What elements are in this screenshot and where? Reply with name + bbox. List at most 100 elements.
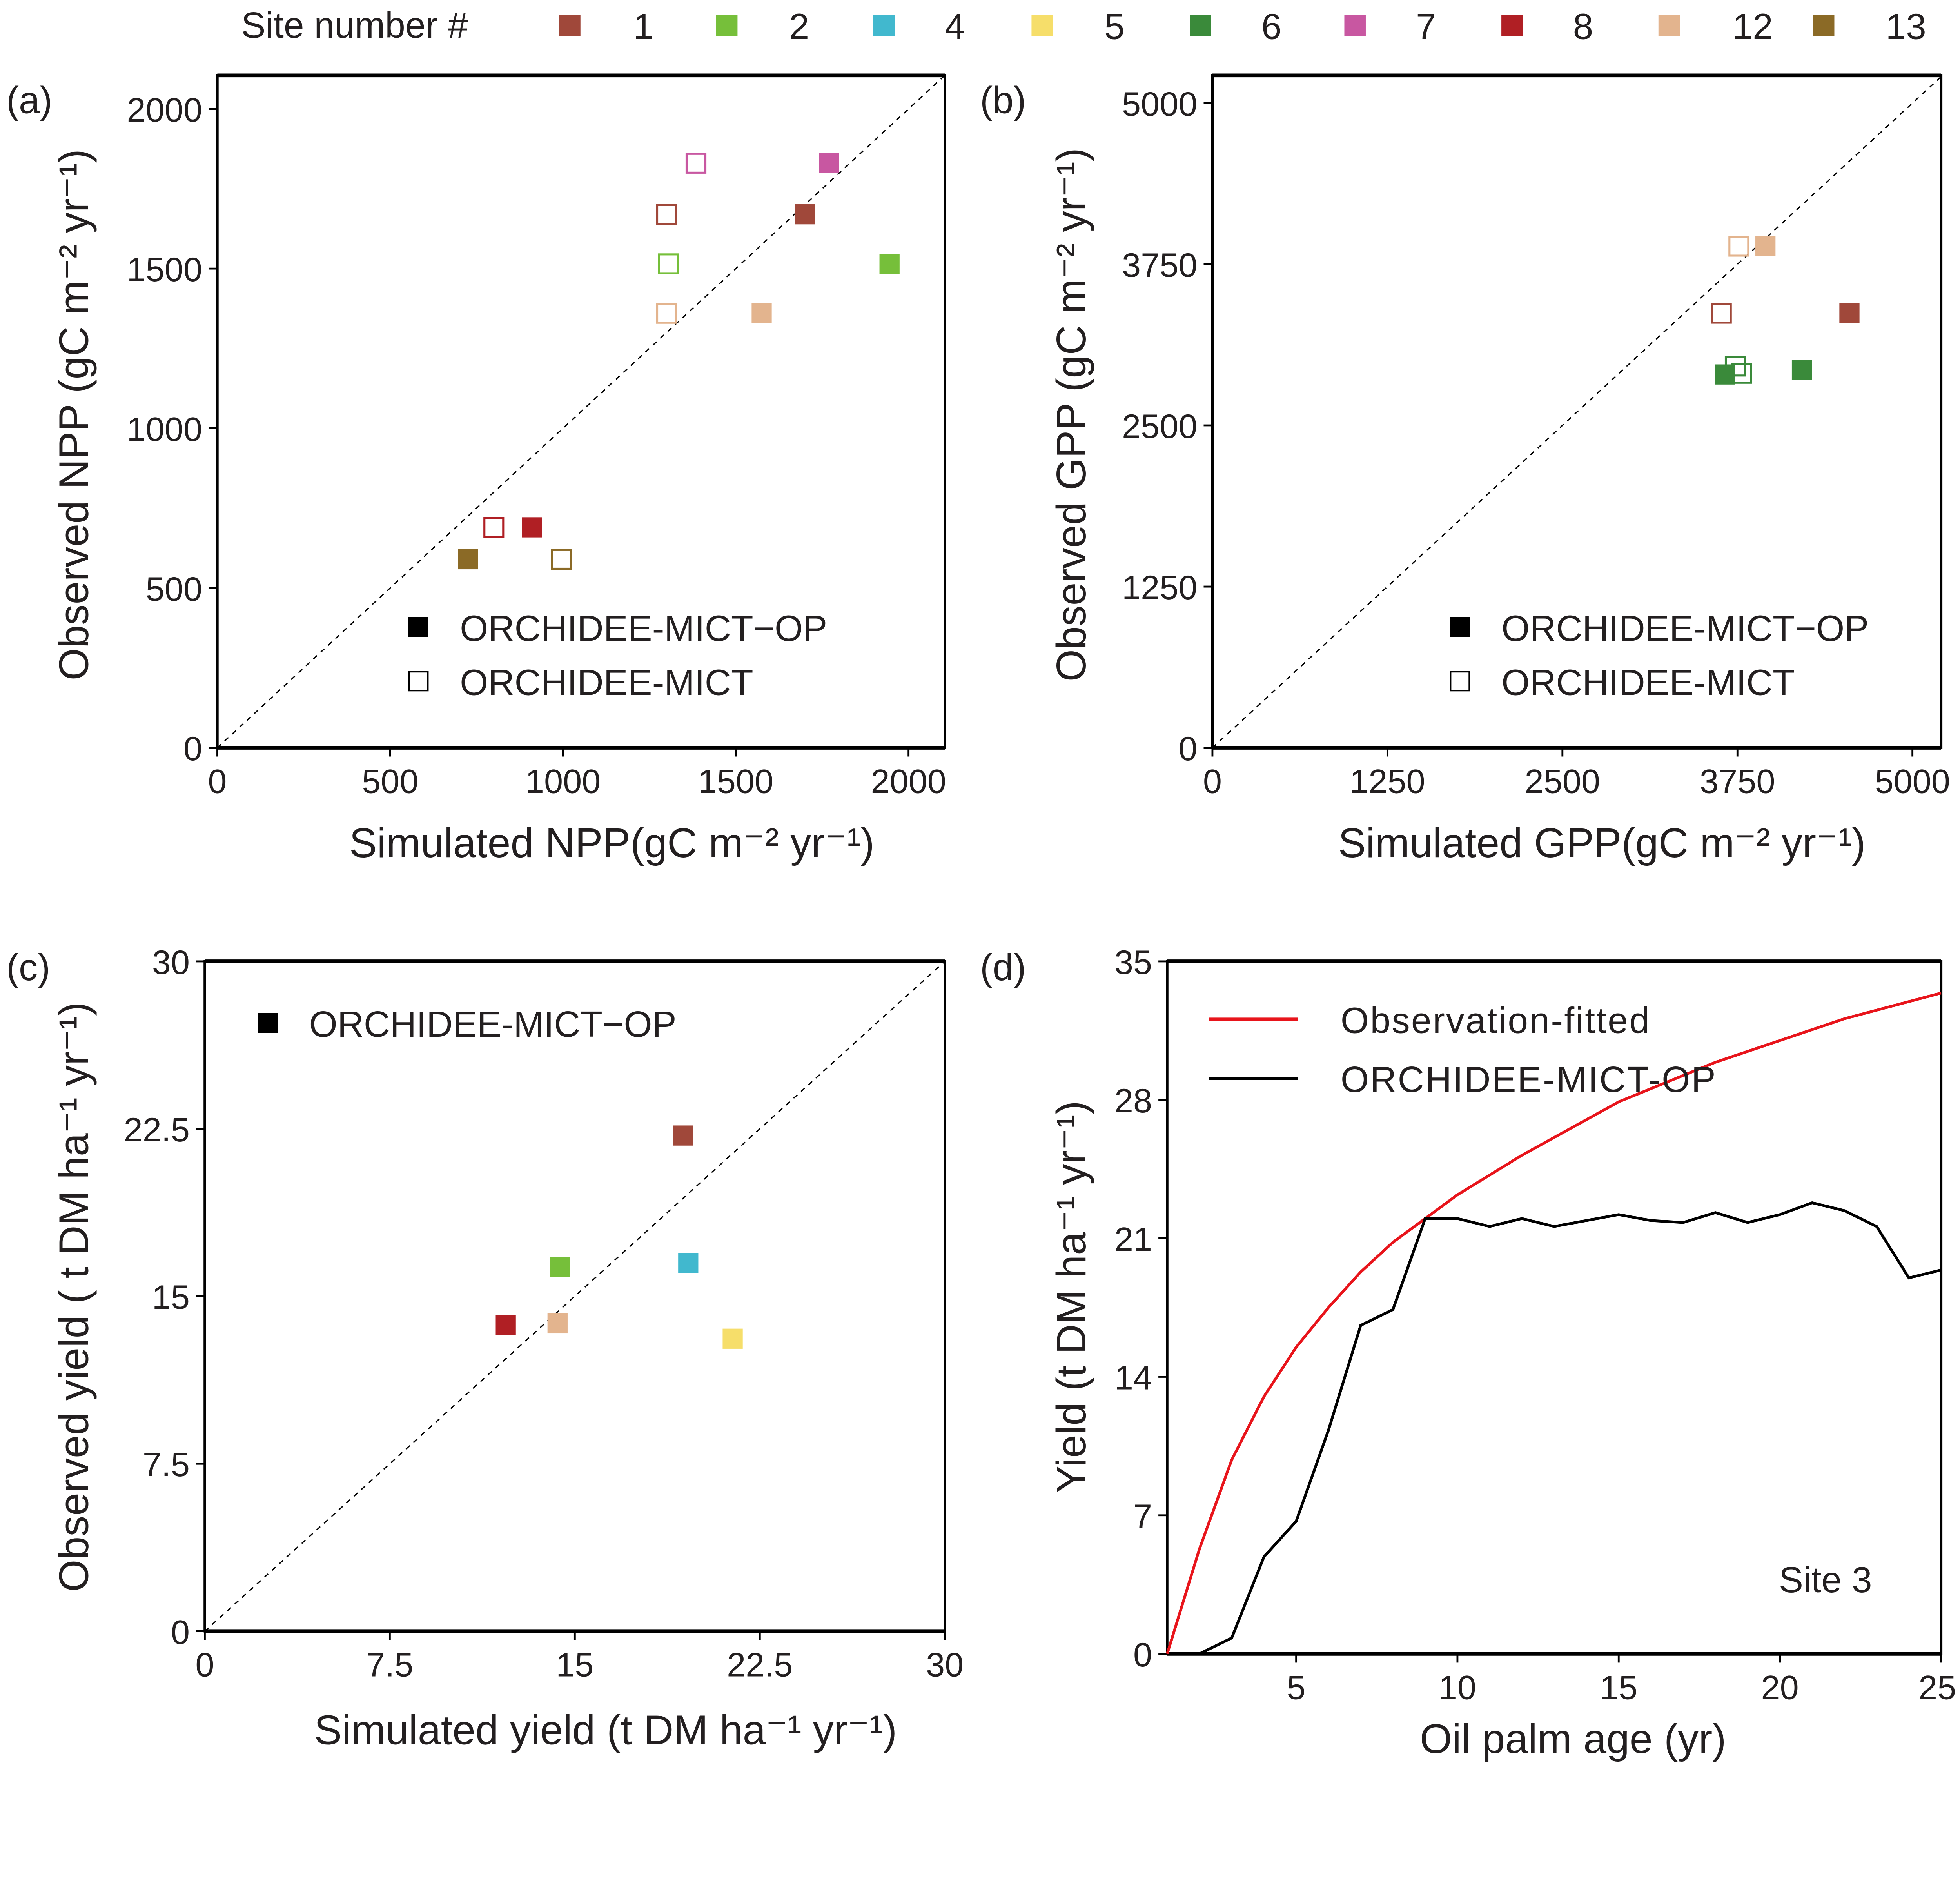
y-tick-label: 28 bbox=[1114, 1082, 1152, 1120]
site-5-label: 5 bbox=[1104, 6, 1125, 47]
panel-c: (c) 0 7.5 15 22.5 30 0 7.5 15 22.5 30 Simulated yie… bbox=[6, 944, 964, 1753]
y-tick-label: 14 bbox=[1114, 1359, 1152, 1397]
y-tick-label: 0 bbox=[183, 730, 202, 768]
y-tick-label: 1500 bbox=[127, 251, 202, 289]
legend-label: ORCHIDEE-MICT-OP bbox=[1341, 1059, 1717, 1100]
x-tick-label: 20 bbox=[1761, 1669, 1798, 1706]
y-axis-title: Yield (t DM ha⁻¹ yr⁻¹) bbox=[1048, 1101, 1094, 1493]
legend-label: ORCHIDEE-MICT bbox=[460, 662, 753, 703]
point-site-12-filled bbox=[547, 1313, 568, 1334]
site-legend-title: Site number # bbox=[241, 5, 468, 45]
point-site-12-filled bbox=[751, 303, 772, 323]
y-tick-label: 22.5 bbox=[124, 1111, 190, 1149]
point-site-4-filled bbox=[678, 1253, 699, 1273]
y-tick-label: 3750 bbox=[1122, 247, 1197, 284]
panel-label: (b) bbox=[980, 79, 1026, 121]
panel-label: (c) bbox=[6, 947, 50, 988]
x-tick-label: 5000 bbox=[1875, 763, 1950, 800]
x-tick-label: 0 bbox=[208, 763, 227, 800]
y-tick-label: 15 bbox=[152, 1279, 190, 1316]
y-tick-label: 2500 bbox=[1122, 408, 1197, 445]
site-13-swatch bbox=[1813, 15, 1835, 36]
x-tick-label: 0 bbox=[195, 1646, 214, 1684]
panels: (a)0 500 1000 1500 20000500100015002000Simul… bbox=[6, 73, 1956, 1762]
point-site-6-filled bbox=[1791, 360, 1812, 380]
panel-label: (a) bbox=[6, 79, 53, 121]
point-site-13-filled bbox=[458, 549, 478, 570]
x-axis-title: Simulated NPP(gC m⁻² yr⁻¹) bbox=[349, 820, 875, 866]
legend-label: ORCHIDEE-MICT bbox=[1501, 662, 1795, 703]
y-tick-label: 0 bbox=[1133, 1636, 1152, 1674]
x-axis-title: Simulated yield (t DM ha⁻¹ yr⁻¹) bbox=[314, 1707, 897, 1753]
point-site-7-open bbox=[685, 153, 707, 174]
y-axis-title: Observed GPP (gC m⁻² yr⁻¹) bbox=[1048, 148, 1094, 681]
y-tick-label: 21 bbox=[1114, 1221, 1152, 1258]
x-tick-label: 25 bbox=[1918, 1669, 1956, 1706]
y-tick-label: 500 bbox=[146, 570, 202, 608]
point-site-12-open bbox=[1728, 236, 1749, 257]
x-tick-label: 7.5 bbox=[366, 1646, 413, 1684]
x-tick-label: 1000 bbox=[525, 763, 601, 800]
y-tick-label: 0 bbox=[1178, 730, 1197, 768]
y-axis-title: Observed yield ( t DM ha⁻¹ yr⁻¹) bbox=[51, 1002, 97, 1592]
point-site-1-open bbox=[1711, 303, 1732, 324]
site-annotation: Site 3 bbox=[1779, 1559, 1872, 1600]
legend-filled-square-icon bbox=[1450, 617, 1470, 637]
y-tick-label: 0 bbox=[171, 1613, 190, 1651]
figure: Site number # 1 2 4 5 6 7 8 12 13 (a)0 500 1000 150… bbox=[6, 5, 1956, 1762]
x-tick-label: 2000 bbox=[871, 763, 946, 800]
site-4-swatch bbox=[873, 15, 895, 36]
point-site-8-filled bbox=[495, 1315, 516, 1335]
site-12-swatch bbox=[1658, 15, 1680, 36]
point-site-8-filled bbox=[522, 517, 542, 538]
x-tick-label: 22.5 bbox=[727, 1646, 793, 1684]
site-5-swatch bbox=[1031, 15, 1053, 36]
y-tick-label: 30 bbox=[152, 944, 190, 981]
point-site-5-filled bbox=[722, 1328, 743, 1349]
panel-d: (d) 5 10 15 20 25 0 7 14 21 28 35 Oil palm age (yr) Y… bbox=[980, 944, 1956, 1762]
y-tick-label: 5000 bbox=[1122, 85, 1197, 123]
y-axis-title: Observed NPP (gC m⁻² yr⁻¹) bbox=[51, 149, 97, 680]
panel-a: (a) 0 500 1000 1500 2000 0 500 1000 1500 2000 Simul… bbox=[6, 73, 946, 866]
point-site-1-filled bbox=[1839, 303, 1860, 323]
legend-filled-square-icon bbox=[408, 617, 428, 637]
site-7-label: 7 bbox=[1416, 6, 1436, 47]
x-tick-label: 3750 bbox=[1700, 763, 1775, 800]
point-site-6-open bbox=[1731, 363, 1752, 384]
x-tick-label: 1250 bbox=[1350, 763, 1425, 800]
y-tick-label: 35 bbox=[1114, 944, 1152, 981]
point-site-1-filled bbox=[795, 204, 815, 225]
site-12-label: 12 bbox=[1732, 6, 1773, 47]
legend-open-square-icon bbox=[408, 671, 429, 692]
site-4-label: 4 bbox=[945, 6, 965, 47]
one-to-one-line bbox=[204, 961, 946, 1632]
x-tick-label: 2500 bbox=[1525, 763, 1600, 800]
x-tick-label: 0 bbox=[1203, 763, 1222, 800]
site-2-label: 2 bbox=[789, 6, 809, 47]
x-tick-label: 10 bbox=[1439, 1669, 1476, 1706]
series-line-1 bbox=[1199, 1201, 1942, 1655]
legend-label: ORCHIDEE-MICT−OP bbox=[460, 608, 827, 649]
y-tick-label: 1000 bbox=[127, 411, 202, 448]
site-8-swatch bbox=[1501, 15, 1523, 36]
site-8-label: 8 bbox=[1573, 6, 1593, 47]
site-2-swatch bbox=[716, 15, 738, 36]
y-tick-label: 7 bbox=[1133, 1498, 1152, 1535]
site-1-swatch bbox=[559, 15, 581, 36]
x-tick-label: 5 bbox=[1287, 1669, 1306, 1706]
point-site-2-open bbox=[658, 253, 679, 274]
y-tick-label: 1250 bbox=[1122, 569, 1197, 607]
site-6-label: 6 bbox=[1261, 6, 1282, 47]
point-site-8-open bbox=[483, 517, 505, 538]
point-site-12-filled bbox=[1755, 236, 1776, 256]
x-tick-label: 1500 bbox=[698, 763, 773, 800]
site-1-label: 1 bbox=[633, 6, 653, 47]
point-site-2-filled bbox=[550, 1257, 570, 1277]
point-site-6-open bbox=[1724, 356, 1746, 377]
legend-label: Observation-fitted bbox=[1341, 1000, 1651, 1041]
one-to-one-line bbox=[1212, 76, 1942, 749]
legend-label: ORCHIDEE-MICT−OP bbox=[309, 1004, 676, 1045]
point-site-1-filled bbox=[673, 1125, 693, 1146]
site-legend: Site number # 1 2 4 5 6 7 8 12 13 bbox=[241, 5, 1926, 47]
x-axis-title: Simulated GPP(gC m⁻² yr⁻¹) bbox=[1338, 820, 1866, 866]
